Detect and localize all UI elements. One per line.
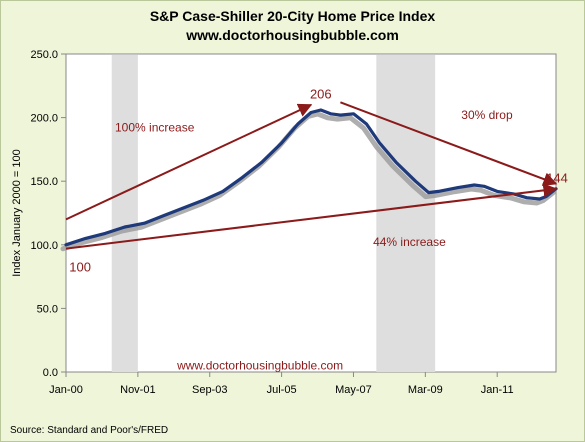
data-point [202, 199, 205, 202]
annotation-arrow [65, 103, 313, 221]
data-point [280, 141, 283, 145]
annotation-label: 100 [69, 260, 91, 275]
annotation-label: www.doctorhousingbubble.com [176, 358, 343, 372]
x-tick-label: Jul-05 [267, 384, 297, 396]
data-point [221, 190, 224, 193]
x-tick-label: Mar-09 [408, 384, 443, 396]
data-point [525, 196, 528, 199]
data-point [260, 160, 264, 164]
data-point [365, 122, 368, 126]
data-point [496, 190, 499, 193]
recession-band [111, 55, 138, 372]
plot-area [65, 53, 557, 373]
x-tick-label: Sep-03 [192, 384, 227, 396]
data-point [123, 225, 127, 229]
data-point [482, 185, 486, 188]
annotation-label: 100% increase [115, 121, 195, 135]
data-point [394, 160, 398, 164]
annotation-arrow [65, 183, 558, 250]
chart-title: S&P Case-Shiller 20-City Home Price Inde… [149, 8, 436, 24]
y-tick-label: 100.0 [30, 240, 58, 252]
data-point [339, 113, 342, 117]
y-tick-label: 200.0 [30, 113, 58, 125]
data-point [456, 186, 460, 189]
data-point [545, 195, 548, 198]
data-point [143, 221, 146, 225]
data-point [378, 141, 381, 145]
data-point [64, 243, 68, 246]
data-point [427, 191, 430, 194]
recession-band [376, 55, 436, 372]
data-point [319, 108, 322, 112]
x-tick-label: Jan-00 [49, 384, 83, 396]
data-point [182, 206, 185, 210]
data-point [538, 197, 541, 201]
data-point [437, 190, 440, 193]
source-note: Source: Standard and Poor's/FRED [10, 425, 169, 436]
data-point [104, 232, 107, 235]
data-point [241, 176, 244, 179]
x-tick-label: May-07 [335, 384, 372, 396]
annotation-label: 144 [546, 170, 568, 185]
data-point [352, 112, 355, 115]
data-point [309, 111, 313, 114]
data-point [329, 112, 332, 115]
data-point [473, 183, 476, 187]
chart-subtitle: www.doctorhousingbubble.com [186, 27, 399, 43]
annotation-label: 44% increase [373, 235, 446, 249]
data-point [414, 180, 417, 183]
y-tick-label: 0.0 [43, 367, 58, 379]
y-axis-label: Index January 2000 = 100 [11, 149, 23, 277]
annotation-label: 30% drop [461, 108, 513, 122]
data-point [162, 214, 166, 217]
y-tick-label: 250.0 [30, 49, 58, 61]
data-point [84, 237, 87, 240]
y-tick-label: 50.0 [37, 303, 58, 315]
x-tick-label: Jan-11 [481, 384, 514, 396]
x-tick-label: Nov-01 [120, 384, 155, 396]
y-tick-label: 150.0 [30, 176, 58, 188]
series-line-shadow [60, 111, 556, 252]
annotation-label: 206 [310, 87, 332, 102]
data-point [296, 122, 300, 126]
annotation-arrow [340, 101, 558, 186]
